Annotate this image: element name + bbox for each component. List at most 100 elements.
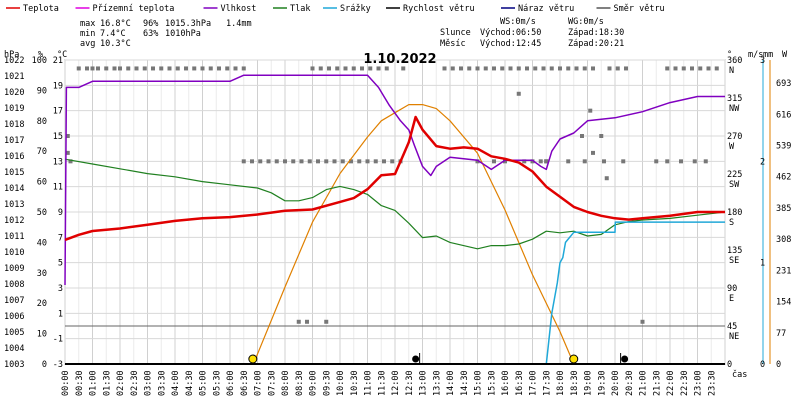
wind-dir-point	[714, 66, 719, 71]
tick-c: 17	[53, 107, 63, 117]
wind-dir-point	[368, 66, 373, 71]
tick-x: 06:30	[240, 370, 250, 396]
wind-dir-point	[503, 159, 507, 164]
tick-x: 22:30	[680, 370, 690, 396]
tick-ms: 1	[760, 259, 765, 269]
tick-c: 5	[58, 259, 63, 269]
tick-wm: 539	[776, 142, 791, 152]
tick-x: 15:00	[474, 370, 484, 396]
wind-dir-point	[607, 66, 612, 71]
tick-dir: SW	[729, 180, 740, 190]
tick-x: 17:00	[529, 370, 539, 396]
wind-dir-point	[522, 159, 527, 164]
wind-dir-point	[566, 159, 571, 164]
wind-dir-point	[343, 66, 348, 71]
tick-dir: E	[729, 294, 734, 304]
tick-x: 10:00	[336, 370, 346, 396]
axis-title-hpa: hPa	[4, 50, 19, 60]
wind-dir-point	[104, 66, 109, 71]
tick-c: -3	[53, 360, 63, 370]
wind-dir-point	[624, 66, 628, 71]
wind-dir-point	[602, 159, 606, 164]
wind-dir-point	[305, 319, 309, 324]
wind-dir-point	[307, 159, 312, 164]
tick-c: 21	[53, 56, 63, 66]
tick-hpa: 1004	[4, 344, 24, 354]
wind-dir-point	[500, 66, 505, 71]
tick-deg: 315	[727, 94, 742, 104]
tick-pct: 80	[37, 117, 47, 127]
axis-title-pct: %	[38, 50, 43, 60]
tick-pct: 90	[37, 86, 47, 96]
tick-x: 03:00	[144, 370, 154, 396]
tick-x: 21:30	[652, 370, 662, 396]
wind-dir-point	[233, 66, 238, 71]
stat-text: max	[80, 19, 95, 29]
wind-dir-point	[349, 159, 353, 164]
tick-x: 00:00	[61, 370, 71, 396]
tick-c: 3	[58, 284, 63, 294]
stat-text: 7.4°C	[100, 29, 126, 39]
stat-text: 1015.3hPa	[165, 19, 211, 29]
wind-dir-point	[299, 159, 304, 164]
tick-wm: 616	[776, 110, 791, 120]
stat-text: Západ:20:21	[568, 39, 624, 49]
wind-dir-point	[90, 66, 95, 71]
tick-hpa: 1008	[4, 280, 24, 290]
wind-dir-point	[324, 319, 329, 324]
wind-dir-point	[673, 66, 678, 71]
wind-dir-point	[241, 159, 246, 164]
axis-title-c: °C	[57, 50, 67, 60]
axis-title-wm: W	[782, 50, 788, 60]
wind-dir-point	[604, 176, 609, 181]
wind-dir-point	[296, 319, 301, 324]
wind-dir-point	[401, 66, 406, 71]
tick-hpa: 1014	[4, 184, 24, 194]
wind-dir-point	[192, 66, 197, 71]
legend-label-dew: Přízemní teplota	[93, 4, 175, 14]
wind-dir-point	[208, 66, 213, 71]
wind-dir-point	[492, 159, 496, 164]
wind-dir-point	[283, 159, 287, 164]
tick-pct: 0	[42, 360, 47, 370]
wind-dir-point	[538, 159, 543, 164]
legend-label-ws: Rychlost větru	[403, 4, 475, 14]
tick-deg: 45	[727, 322, 737, 332]
wind-dir-point	[525, 66, 529, 71]
stat-text: WG:0m/s	[568, 17, 604, 27]
wind-dir-point	[599, 134, 604, 138]
sunset-marker	[569, 354, 579, 364]
tick-x: 02:00	[116, 370, 126, 396]
wind-dir-point	[351, 66, 356, 71]
wind-dir-point	[225, 66, 230, 71]
wind-dir-point	[335, 66, 340, 71]
tick-pct: 60	[37, 178, 47, 188]
wind-dir-point	[703, 159, 708, 164]
tick-x: 09:00	[309, 370, 319, 396]
tick-hpa: 1009	[4, 264, 24, 274]
series-solar-line	[252, 103, 575, 365]
wind-dir-point	[241, 66, 246, 71]
wind-dir-point	[544, 159, 549, 164]
wind-dir-point	[384, 66, 389, 71]
tick-dir: W	[729, 142, 735, 152]
wind-dir-point	[442, 66, 447, 71]
tick-x: 17:30	[542, 370, 552, 396]
wind-dir-point	[582, 66, 587, 71]
tick-c: 19	[53, 81, 63, 91]
tick-ms: 3	[760, 56, 765, 66]
tick-hpa: 1003	[4, 360, 24, 370]
wind-dir-point	[533, 66, 538, 71]
tick-dir: SE	[729, 256, 739, 266]
tick-x: 03:30	[157, 370, 167, 396]
wind-dir-point	[591, 66, 595, 71]
tick-hpa: 1012	[4, 216, 24, 226]
tick-x: 20:00	[611, 370, 621, 396]
tick-x: 04:00	[171, 370, 181, 396]
wind-dir-point	[467, 66, 472, 71]
tick-x: 20:30	[625, 370, 635, 396]
tick-x: 14:30	[460, 370, 470, 396]
tick-c: 9	[58, 208, 63, 218]
stat-text: 96%	[143, 19, 158, 29]
